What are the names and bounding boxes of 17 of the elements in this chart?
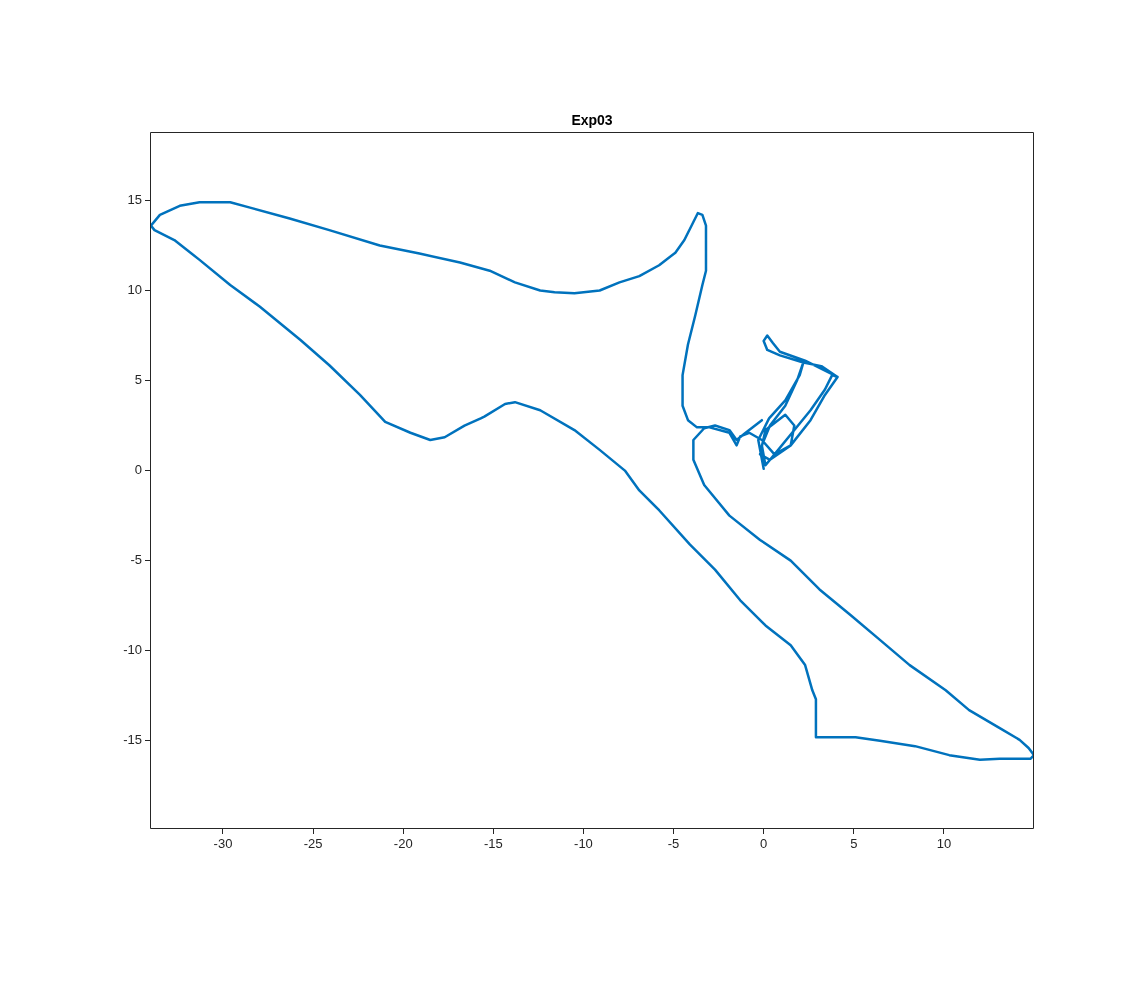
x-tick-label: 10	[936, 836, 952, 852]
chart-title: Exp03	[571, 111, 613, 128]
x-tick-label: -30	[213, 836, 233, 852]
x-tick-label: -20	[393, 836, 413, 852]
y-tick-label: 0	[134, 462, 142, 478]
y-tick-label: -5	[130, 552, 142, 568]
y-tick-label: 15	[127, 192, 142, 208]
x-tick-label: -5	[667, 836, 680, 852]
x-tick-label: -25	[303, 836, 323, 852]
x-tick-label: 5	[850, 836, 858, 852]
x-tick-label: -10	[574, 836, 593, 852]
y-tick-label: -10	[123, 642, 142, 658]
y-tick-label: 5	[134, 372, 142, 388]
x-tick-label: 0	[760, 836, 768, 852]
x-tick-label: -15	[483, 836, 503, 852]
y-tick-label: 10	[127, 282, 142, 298]
y-tick-label: -15	[123, 732, 142, 748]
